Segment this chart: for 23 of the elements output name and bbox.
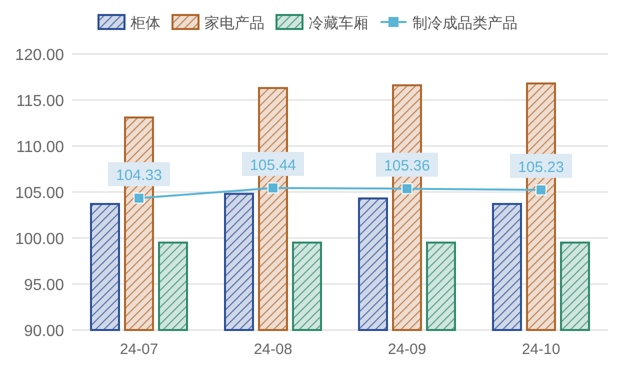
data-label: 105.23 (518, 158, 564, 176)
y-tick-label: 120.00 (15, 47, 64, 64)
y-tick-label: 110.00 (16, 139, 64, 156)
y-tick-label: 95.00 (24, 277, 64, 294)
y-tick-label: 90.00 (24, 323, 64, 340)
data-label: 104.33 (116, 167, 162, 184)
x-tick-label: 24-09 (388, 341, 426, 358)
point (134, 192, 144, 204)
legend-label: 家电产品 (204, 15, 264, 32)
legend-label: 制冷成品类产品 (412, 15, 518, 32)
point (268, 182, 278, 194)
y-tick-label: 105.00 (15, 185, 64, 202)
point (402, 183, 412, 194)
data-label: 105.36 (384, 158, 430, 175)
y-tick-label: 115.00 (16, 93, 64, 110)
point (536, 184, 546, 196)
y-tick-label: 100.00 (15, 231, 64, 248)
legend-label: 柜体 (130, 15, 160, 32)
x-tick-label: 24-07 (120, 341, 158, 358)
legend-label: 冷藏车厢 (308, 15, 368, 32)
data-label: 105.44 (250, 156, 296, 174)
x-tick-label: 24-08 (254, 341, 292, 358)
x-tick-label: 24-10 (522, 341, 560, 358)
